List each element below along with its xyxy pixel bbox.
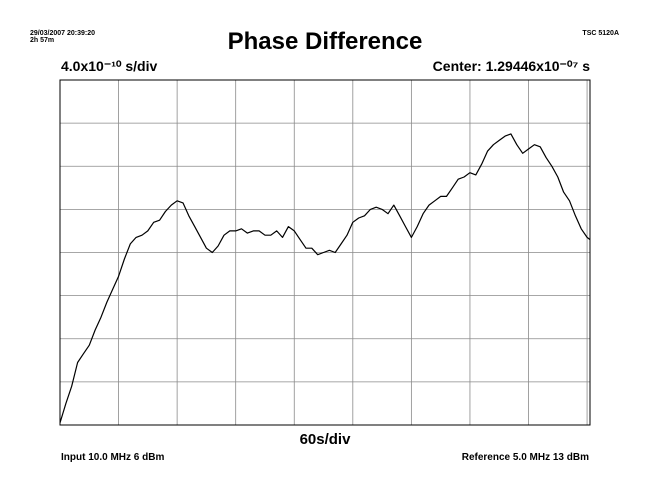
plot-frame <box>59 79 591 426</box>
input-signal-info: Input 10.0 MHz 6 dBm <box>61 452 165 463</box>
elapsed-time: 2h 57m <box>30 37 55 44</box>
x-scale-label: 60s/div <box>299 431 351 448</box>
center-value-label: Center: 1.29446x10⁻⁰⁷ s <box>432 58 590 74</box>
grid <box>60 80 590 425</box>
reference-signal-info: Reference 5.0 MHz 13 dBm <box>461 452 589 463</box>
instrument-model: TSC 5120A <box>582 30 619 37</box>
y-scale-label: 4.0x10⁻¹⁰ s/div <box>61 58 158 74</box>
chart-title: Phase Difference <box>227 28 423 55</box>
phase-trace <box>59 133 591 423</box>
date-stamp: 29/03/2007 20:39:20 <box>30 30 95 37</box>
